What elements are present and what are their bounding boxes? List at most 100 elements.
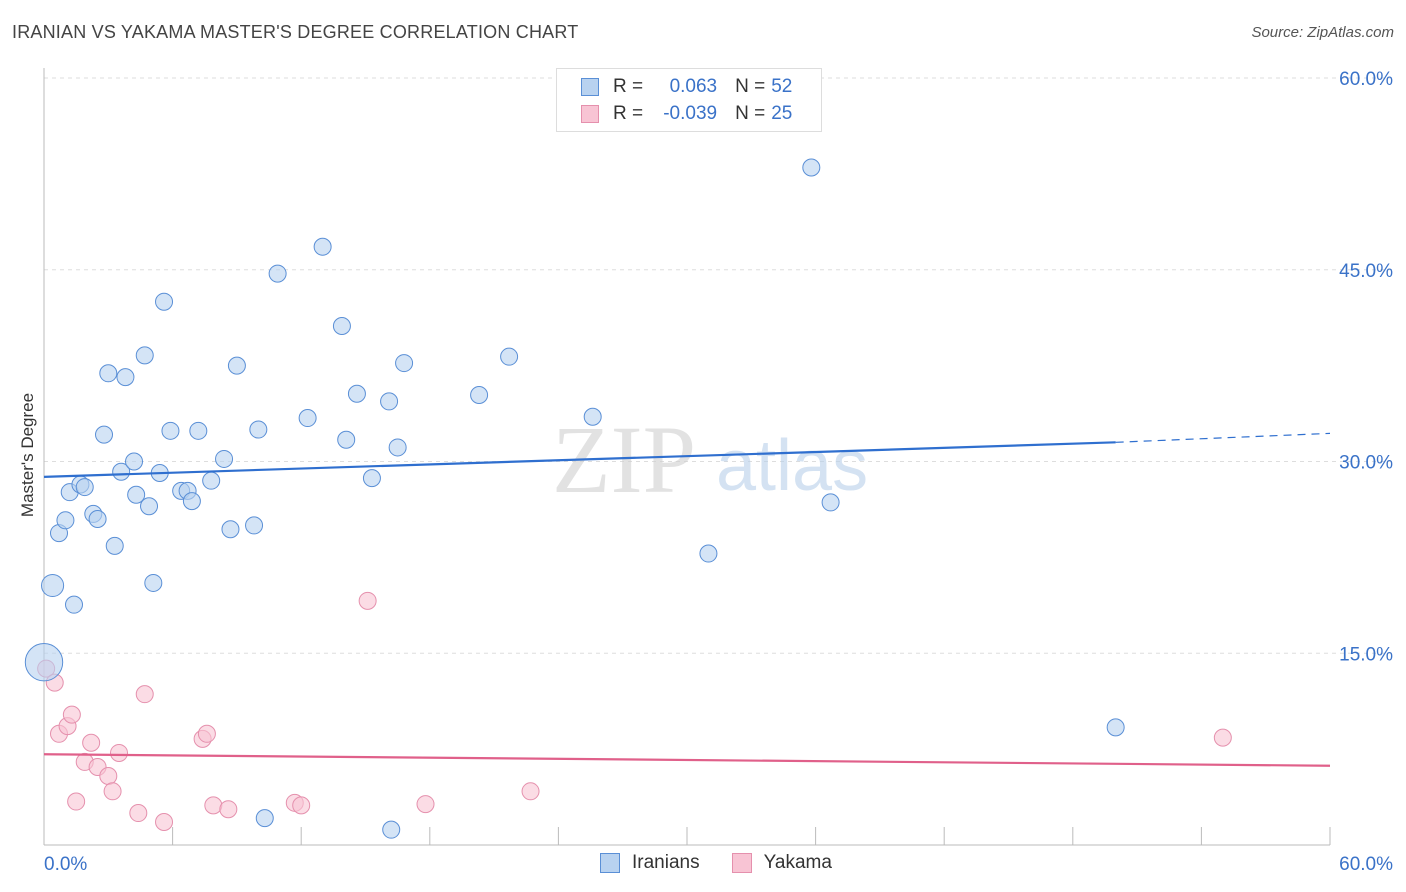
n-value: 52: [771, 76, 793, 97]
iranians-point: [395, 354, 414, 373]
n-label: N =: [735, 103, 766, 124]
iranians-point: [155, 292, 174, 311]
iranians-point: [112, 462, 131, 481]
iranians-point: [95, 425, 114, 444]
iranians-point: [268, 264, 287, 283]
iranians-point: [821, 493, 840, 512]
yakama-point: [416, 795, 435, 814]
iranians-trend-line: [43, 441, 1116, 478]
iranians-point: [245, 516, 264, 535]
iranians-point: [298, 409, 317, 428]
iranians-point: [75, 478, 94, 497]
iranians-point: [500, 347, 519, 366]
yakama-point: [62, 705, 81, 724]
r-label: R =: [613, 76, 644, 97]
iranians-legend-label: Iranians: [632, 852, 700, 873]
source-label: Source: ZipAtlas.com: [1251, 24, 1394, 41]
iranians-point: [221, 520, 240, 539]
iranians-point: [1106, 718, 1125, 737]
yakama-point: [292, 796, 311, 815]
yakama-point: [197, 724, 216, 743]
yakama-point: [1213, 728, 1232, 747]
n-label: N =: [735, 76, 766, 97]
y-tick-label: 30.0%: [1339, 453, 1393, 474]
legend-item-yakama: Yakama: [731, 852, 832, 874]
yakama-legend-swatch: [731, 853, 752, 873]
legend-row-iranians: R = 0.063 N = 52: [581, 75, 792, 99]
r-value: 0.063: [669, 76, 718, 97]
iranians-point: [699, 544, 718, 563]
yakama-trend-line: [43, 753, 1331, 767]
yakama-point: [129, 804, 148, 823]
iranians-point: [189, 421, 208, 440]
iranians-point: [140, 497, 159, 516]
iranians-point: [24, 642, 64, 682]
yakama-point: [110, 743, 129, 762]
iranians-point: [362, 469, 381, 488]
gridlines: [44, 77, 1394, 654]
axes: [43, 68, 1331, 846]
yakama-point: [358, 591, 377, 610]
iranians-legend-swatch: [600, 853, 620, 873]
x-tick-label: 0.0%: [44, 854, 87, 875]
yakama-legend-label: Yakama: [763, 852, 832, 873]
y-tick-label: 45.0%: [1339, 261, 1393, 282]
iranians-point: [337, 430, 356, 449]
y-tick-label: 15.0%: [1339, 644, 1393, 665]
iranians-point: [332, 316, 351, 335]
yakama-point: [135, 685, 154, 704]
iranians-point: [347, 384, 366, 403]
iranians-point: [161, 421, 180, 440]
r-label: R =: [613, 103, 644, 124]
iranians-point: [249, 420, 268, 439]
yakama-point: [155, 812, 174, 831]
yakama-swatch: [581, 105, 599, 123]
iranians-point: [255, 809, 274, 828]
iranians-point: [105, 536, 124, 555]
iranians-point: [135, 346, 154, 365]
iranians-point: [388, 438, 407, 457]
iranians-point: [380, 392, 399, 411]
trend-lines: [43, 432, 1331, 767]
yakama-point: [82, 733, 101, 752]
yakama-point: [521, 782, 540, 801]
iranians-point: [583, 407, 602, 426]
series-legend: Iranians Yakama: [600, 852, 864, 874]
iranians-point: [144, 573, 163, 592]
iranians-point: [125, 452, 144, 471]
iranians-point: [127, 485, 146, 504]
iranians-point: [382, 820, 401, 839]
watermark-atlas: atlas: [716, 426, 868, 506]
iranians-point: [182, 492, 201, 511]
iranians-point: [116, 368, 135, 387]
legend-item-iranians: Iranians: [600, 852, 700, 874]
iranians-point: [88, 510, 107, 529]
yakama-point: [103, 782, 122, 801]
n-value: 25: [771, 103, 793, 124]
tick-labels: 15.0% 30.0% 45.0% 60.0% 0.0% 60.0%: [44, 69, 1393, 875]
data-points: [24, 158, 1232, 839]
yakama-point: [219, 800, 238, 819]
y-axis-title: Master's Degree: [18, 392, 37, 518]
yakama-point: [204, 796, 223, 815]
chart-title: IRANIAN VS YAKAMA MASTER'S DEGREE CORREL…: [12, 22, 579, 42]
stats-legend: R = 0.063 N = 52 R = -0.039 N = 25: [556, 68, 822, 132]
iranians-point: [802, 158, 821, 177]
legend-row-yakama: R = -0.039 N = 25: [581, 102, 792, 126]
iranians-point: [215, 449, 234, 468]
y-tick-label: 60.0%: [1339, 69, 1393, 90]
x-tick-label: 60.0%: [1339, 854, 1393, 875]
iranians-swatch: [581, 78, 599, 96]
iranians-point: [227, 356, 246, 375]
iranians-point: [41, 573, 65, 598]
iranians-point: [56, 511, 75, 530]
iranians-point: [99, 364, 118, 383]
iranians-point: [65, 595, 84, 614]
iranians-point: [313, 237, 332, 256]
iranians-point: [202, 471, 221, 490]
yakama-point: [67, 792, 86, 811]
iranians-trend-extension: [1115, 432, 1331, 443]
yakama-point: [99, 766, 118, 785]
r-value: -0.039: [663, 103, 718, 124]
